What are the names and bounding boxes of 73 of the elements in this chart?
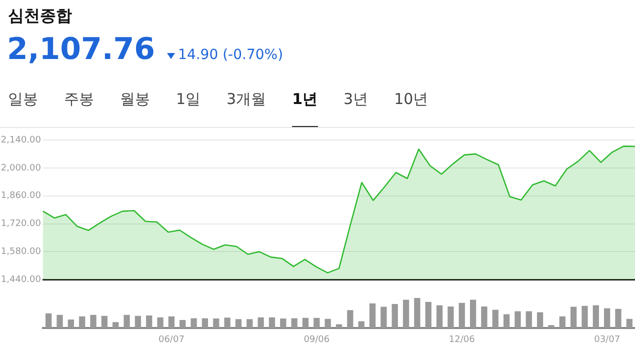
bar (324, 318, 331, 328)
bar (124, 314, 130, 328)
x-tick-label: 12/06 (448, 334, 476, 345)
bar (101, 316, 108, 328)
bar (604, 308, 610, 328)
bar (414, 298, 420, 328)
bar (536, 312, 544, 328)
text: 3년 (344, 90, 368, 108)
y-tick-label: 1,860.00 (0, 191, 42, 202)
bar (358, 321, 364, 328)
bar (79, 316, 86, 328)
x-tick-label: 06/07 (158, 334, 184, 345)
bar (190, 318, 197, 328)
x-tick-label: 09/06 (304, 334, 330, 345)
bar (302, 318, 309, 328)
bar (56, 314, 63, 328)
y-tick-label: 2,140.00 (0, 135, 42, 146)
bar (626, 318, 632, 328)
text: 월봉 (120, 90, 150, 108)
bar (90, 314, 96, 328)
y-tick-label: 1,580.00 (0, 247, 42, 258)
text: 10년 (394, 90, 428, 108)
bar (526, 311, 532, 328)
y-tick-label: 1,720.00 (0, 219, 42, 230)
bar (514, 311, 521, 328)
bar (559, 316, 566, 328)
y-tick-label: 2,000.00 (0, 163, 42, 174)
bar (180, 320, 186, 328)
bar (392, 304, 398, 328)
bar (246, 319, 253, 328)
bar (592, 305, 599, 328)
bar (68, 319, 74, 328)
bar (548, 325, 554, 328)
bar (615, 308, 622, 328)
bar (258, 317, 264, 328)
bar (314, 318, 320, 328)
bar (369, 303, 376, 328)
chart-title: 심천종합 (8, 6, 72, 27)
text: 1년 (292, 90, 318, 108)
text: 1일 (176, 90, 201, 108)
bar (425, 302, 432, 328)
bar (168, 316, 175, 328)
bar (402, 300, 410, 328)
text: 주봉 (64, 90, 94, 108)
bar (112, 322, 119, 328)
text: 3개월 (226, 90, 266, 108)
bar (157, 317, 164, 328)
bar (224, 318, 230, 328)
bar (481, 306, 488, 328)
bar (458, 302, 465, 328)
x-tick-label: 03/07 (594, 334, 620, 345)
text: 일봉 (8, 90, 38, 108)
bar (582, 306, 588, 328)
bar (146, 316, 152, 328)
bar (291, 318, 298, 328)
bar (448, 306, 454, 328)
bar (213, 318, 220, 328)
bar (46, 313, 52, 328)
bar (134, 316, 142, 328)
bar (492, 310, 498, 328)
bar (570, 306, 577, 328)
text: 14.90 (-0.70%) (178, 47, 284, 63)
bar (202, 318, 208, 328)
bar (503, 314, 510, 328)
bar (268, 317, 276, 328)
bar (436, 305, 443, 328)
bar (347, 310, 354, 328)
y-tick-label: 1,440.00 (0, 274, 42, 285)
bar (280, 318, 286, 328)
bar (470, 300, 476, 328)
bar (235, 319, 242, 328)
bar (380, 306, 387, 328)
chart-subtitle: 2,107.76 (7, 32, 156, 67)
